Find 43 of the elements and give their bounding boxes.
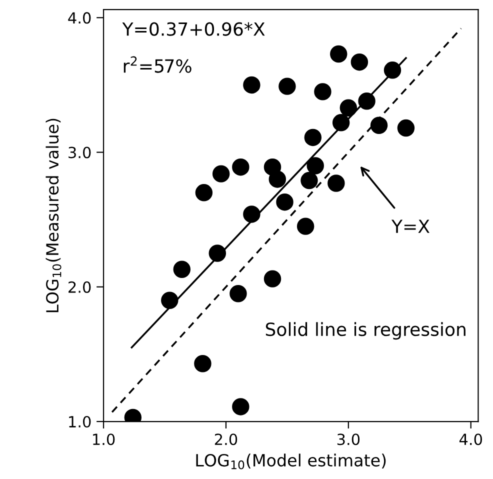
point — [340, 99, 358, 116]
annotation: Y=0.37+0.96*X — [122, 22, 265, 36]
point — [194, 355, 212, 372]
point — [304, 128, 322, 146]
annotation: r$^{2}$=57% — [124, 56, 192, 73]
x-tick-label: 4.0 — [459, 434, 482, 446]
point — [384, 62, 402, 79]
annotation: Y=X — [391, 220, 430, 233]
point — [173, 260, 191, 278]
point — [161, 292, 178, 309]
point — [332, 114, 350, 132]
point — [296, 218, 314, 235]
point — [243, 76, 260, 94]
y-tick-label: 1.0 — [69, 416, 91, 428]
x-axis-title: LOG$_{10}$(Model estimate) — [196, 454, 386, 470]
point — [330, 45, 348, 63]
x-tick-label: 2.0 — [214, 434, 238, 446]
point — [243, 206, 260, 223]
point — [350, 53, 368, 71]
x-tick-label: 1.0 — [93, 434, 115, 446]
point — [278, 78, 296, 95]
point — [268, 170, 286, 188]
x-tick-label: 3.0 — [337, 434, 360, 446]
point — [276, 193, 294, 211]
point — [306, 157, 324, 174]
point — [208, 244, 226, 262]
point — [328, 174, 345, 192]
point — [358, 92, 376, 110]
y-tick-label: 3.0 — [68, 146, 91, 158]
point — [230, 285, 247, 302]
point — [195, 184, 213, 202]
point — [232, 398, 250, 416]
y-axis-title: LOG$_{10}$(Measured value) — [46, 118, 62, 312]
y-tick-label: 2.0 — [68, 281, 91, 293]
annotation: Solid line is regression — [266, 322, 466, 340]
point — [370, 116, 388, 134]
y-tick-label: 4.0 — [68, 12, 91, 24]
point — [300, 172, 318, 190]
point — [264, 270, 282, 288]
point — [397, 119, 415, 137]
point — [314, 83, 332, 100]
point — [212, 165, 230, 182]
point — [232, 158, 250, 176]
